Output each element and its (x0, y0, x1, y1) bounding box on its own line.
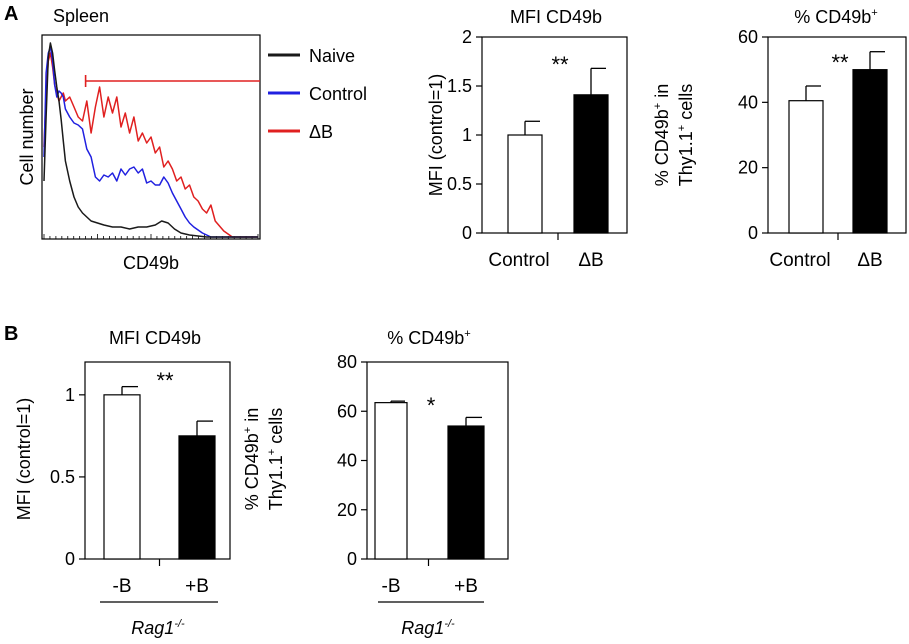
bar-chart-b-pct: 0 20 40 60 80 -B +B * % CD49b+ % CD49b+ inThy1.1+… (242, 328, 509, 638)
y-tick-label: 20 (337, 500, 357, 520)
category-label: -B (382, 576, 401, 597)
bar-control (507, 134, 543, 234)
chart-title: % CD49b+ (794, 7, 878, 27)
legend-label-naive: Naive (309, 46, 355, 66)
legend-label-control: Control (309, 84, 367, 104)
category-label: -B (113, 576, 132, 597)
category-label: Control (488, 250, 549, 271)
panel-label-b: B (4, 323, 18, 345)
chart-title: MFI CD49b (510, 7, 602, 27)
bar-b (852, 69, 888, 234)
bar-b (447, 425, 485, 560)
y-axis-label-line: % CD49b+ in (652, 84, 672, 187)
y-axis-label-line: Thy1.1+ cells (676, 84, 696, 186)
bar-b (178, 435, 216, 560)
y-tick-label: 2 (462, 27, 472, 47)
bar-b (374, 402, 408, 560)
y-axis-label: MFI (control=1) (14, 398, 34, 521)
y-tick-label: 0.5 (50, 467, 75, 487)
significance-marker: * (427, 393, 436, 418)
bar-b (573, 94, 609, 234)
bar-chart-b-mfi: 0 0.5 1 -B +B ** MFI CD49b MFI (control=1) Rag1-… (14, 328, 231, 638)
chart-title: MFI CD49b (109, 328, 201, 348)
group-label: Rag1-/- (401, 618, 455, 638)
category-label: Control (769, 250, 830, 271)
histogram-legend: Naive Control ΔB (268, 46, 367, 142)
significance-marker: ** (551, 52, 569, 77)
y-tick-label: 60 (337, 401, 357, 421)
histogram-curve-deltaB (43, 52, 258, 238)
histogram-title: Spleen (53, 6, 109, 26)
histogram-ylabel: Cell number (17, 88, 37, 185)
bar-chart-a-pct: 0 20 40 60 Control ΔB ** % CD49b+ % CD49b+ inThy… (652, 7, 907, 271)
plot-frame (767, 36, 907, 234)
y-tick-label: 80 (337, 352, 357, 372)
y-tick-label: 40 (337, 451, 357, 471)
y-tick-label: 60 (738, 27, 758, 47)
histogram-curves (43, 42, 258, 238)
histogram-panel: Spleen Cell number CD49b Naive Control Δ… (17, 6, 367, 273)
y-tick-label: 1 (462, 125, 472, 145)
category-label: +B (454, 576, 478, 597)
y-tick-label: 0 (462, 223, 472, 243)
panel-label-a: A (4, 3, 18, 25)
group-label: Rag1-/- (131, 618, 185, 638)
histogram-curve-control (43, 46, 258, 238)
y-tick-label: 0 (347, 549, 357, 569)
bar-control (788, 100, 824, 234)
y-tick-label: 0.5 (447, 174, 472, 194)
y-tick-label: 1.5 (447, 76, 472, 96)
significance-marker: ** (831, 50, 849, 75)
histogram-curve-naive (43, 42, 258, 238)
chart-title: % CD49b+ (387, 328, 471, 348)
y-tick-label: 20 (738, 158, 758, 178)
y-axis-label: MFI (control=1) (426, 74, 446, 197)
histogram-xlabel: CD49b (123, 253, 179, 273)
y-tick-label: 0 (748, 223, 758, 243)
y-tick-label: 0 (65, 549, 75, 569)
category-label: +B (185, 576, 209, 597)
legend-label-delta-b: ΔB (309, 122, 333, 142)
y-tick-label: 1 (65, 385, 75, 405)
category-label: ΔB (578, 250, 603, 271)
significance-marker: ** (156, 368, 174, 393)
y-axis-label-line: Thy1.1+ cells (266, 408, 286, 510)
bar-b (103, 394, 141, 560)
bar-chart-a-mfi: 0 0.5 1 1.5 2 Control ΔB ** MFI CD49b MFI (contro… (426, 7, 628, 271)
category-label: ΔB (857, 250, 882, 271)
y-tick-label: 40 (738, 92, 758, 112)
plot-frame (84, 361, 231, 560)
y-axis-label-line: % CD49b+ in (242, 408, 262, 511)
